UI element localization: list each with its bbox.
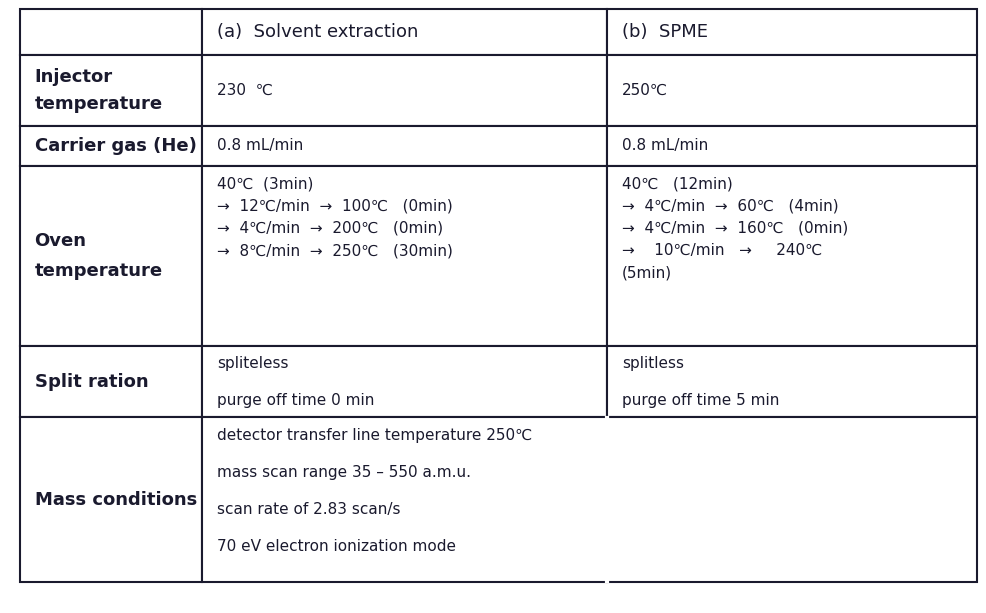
Text: Injector
temperature: Injector temperature <box>35 68 163 113</box>
Text: 250℃: 250℃ <box>621 83 668 98</box>
Bar <box>606 346 976 417</box>
Text: 40℃  (3min)
→  12℃/min  →  100℃   (0min)
→  4℃/min  →  200℃   (0min)
→  8℃/min  : 40℃ (3min) → 12℃/min → 100℃ (0min) → 4℃/… <box>217 177 453 258</box>
Bar <box>202 166 606 346</box>
Bar <box>20 126 202 166</box>
Bar <box>202 55 606 126</box>
Text: (b)  SPME: (b) SPME <box>621 23 707 41</box>
Text: Split ration: Split ration <box>35 373 148 390</box>
Bar <box>20 346 202 417</box>
Bar <box>20 9 202 55</box>
Text: 0.8 mL/min: 0.8 mL/min <box>621 138 707 153</box>
Bar <box>202 417 606 582</box>
Bar <box>606 417 976 582</box>
Text: 40℃   (12min)
→  4℃/min  →  60℃   (4min)
→  4℃/min  →  160℃   (0min)
→    10℃/mi: 40℃ (12min) → 4℃/min → 60℃ (4min) → 4℃/m… <box>621 177 847 280</box>
Bar <box>20 55 202 126</box>
Bar <box>20 417 202 582</box>
Bar <box>202 9 606 55</box>
Bar <box>202 346 606 417</box>
Text: Oven
temperature: Oven temperature <box>35 232 163 280</box>
Bar <box>606 55 976 126</box>
Text: Mass conditions: Mass conditions <box>35 490 196 509</box>
Bar <box>202 126 606 166</box>
Text: 230  ℃: 230 ℃ <box>217 83 273 98</box>
Bar <box>606 166 976 346</box>
Bar <box>606 9 976 55</box>
Text: detector transfer line temperature 250℃

mass scan range 35 – 550 a.m.u.

scan r: detector transfer line temperature 250℃ … <box>217 428 531 555</box>
Bar <box>20 166 202 346</box>
Bar <box>606 126 976 166</box>
Text: spliteless

purge off time 0 min: spliteless purge off time 0 min <box>217 356 374 408</box>
Text: splitless

purge off time 5 min: splitless purge off time 5 min <box>621 356 778 408</box>
Text: (a)  Solvent extraction: (a) Solvent extraction <box>217 23 418 41</box>
Text: 0.8 mL/min: 0.8 mL/min <box>217 138 303 153</box>
Text: Carrier gas (He): Carrier gas (He) <box>35 137 196 154</box>
